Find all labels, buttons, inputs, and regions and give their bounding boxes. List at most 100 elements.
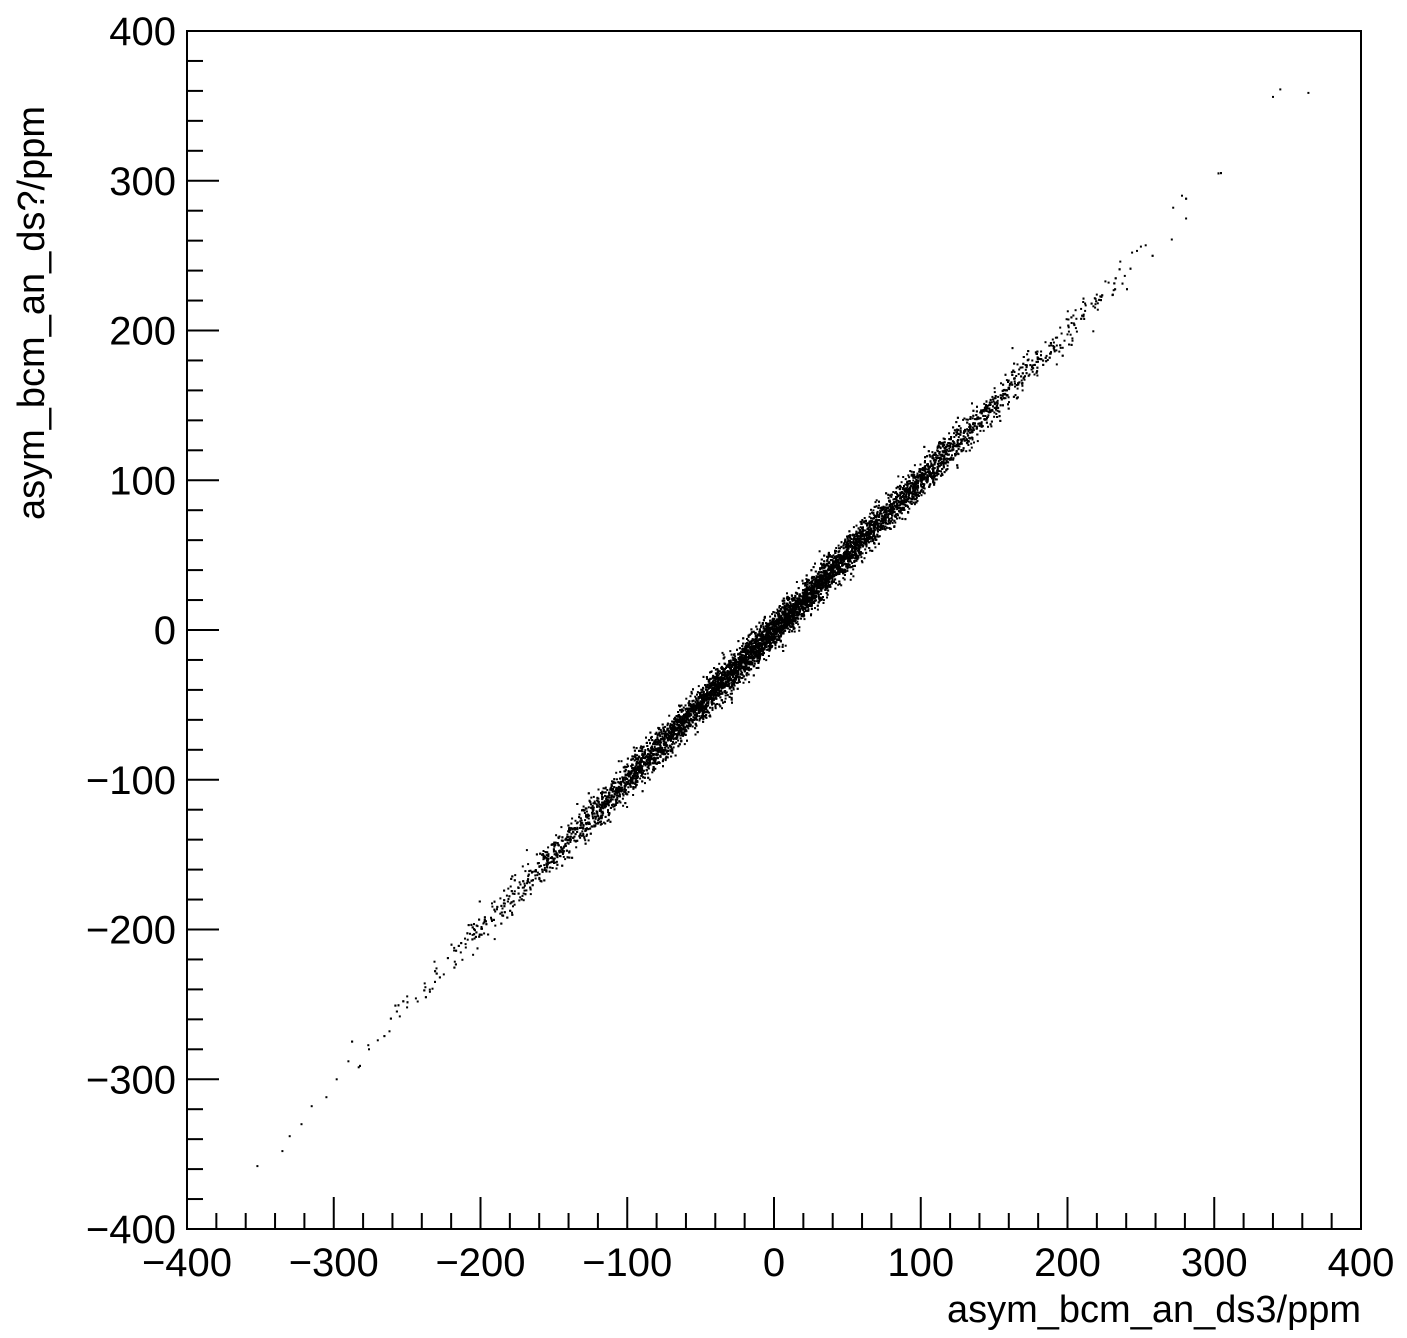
scatter-point [945, 461, 948, 464]
scatter-point [912, 490, 914, 493]
scatter-point [616, 778, 618, 781]
scatter-point [706, 677, 709, 680]
scatter-point [791, 620, 794, 623]
scatter-point [812, 600, 815, 603]
scatter-point [1181, 194, 1183, 197]
scatter-point [991, 395, 994, 398]
scatter-point [946, 464, 949, 467]
scatter-point [985, 418, 988, 421]
scatter-point [1065, 318, 1068, 321]
scatter-point [490, 918, 493, 921]
scatter-point [809, 601, 812, 604]
scatter-point [880, 512, 883, 515]
scatter-point [466, 938, 469, 941]
scatter-point [511, 892, 514, 895]
scatter-point [1082, 313, 1085, 316]
scatter-point [869, 540, 872, 543]
scatter-point [922, 490, 925, 493]
scatter-point [780, 630, 783, 633]
scatter-point [553, 850, 556, 852]
scatter-point [798, 593, 801, 596]
scatter-point [519, 896, 522, 899]
scatter-point [620, 760, 623, 763]
scatter-point [877, 515, 880, 518]
scatter-point [288, 1135, 291, 1138]
scatter-point [476, 925, 479, 928]
scatter-point [534, 874, 537, 877]
scatter-point [617, 790, 620, 793]
scatter-point [971, 417, 974, 420]
scatter-point [582, 832, 585, 835]
scatter-point [765, 631, 768, 634]
scatter-point [753, 662, 756, 665]
scatter-point [602, 812, 605, 815]
scatter-point [592, 806, 595, 809]
scatter-point [722, 679, 725, 682]
scatter-point [947, 450, 950, 453]
scatter-point [849, 578, 852, 581]
scatter-point [914, 476, 917, 479]
scatter-point [626, 806, 629, 808]
scatter-point [598, 803, 601, 806]
scatter-point [849, 534, 852, 537]
scatter-point [966, 428, 969, 431]
scatter-point [714, 678, 717, 681]
scatter-point [692, 699, 695, 702]
scatter-point [1061, 346, 1064, 349]
scatter-point [525, 889, 528, 892]
scatter-point [658, 732, 661, 735]
scatter-point [522, 892, 525, 895]
scatter-point [376, 1039, 379, 1042]
scatter-point [965, 450, 968, 453]
scatter-point [914, 494, 917, 497]
scatter-point [579, 820, 582, 823]
scatter-point [675, 741, 678, 744]
scatter-point [721, 651, 724, 654]
scatter-point [962, 449, 965, 452]
scatter-point [730, 689, 733, 692]
scatter-point [637, 761, 640, 764]
scatter-point [621, 786, 624, 789]
scatter-point [1099, 295, 1102, 298]
scatter-point [990, 401, 993, 404]
scatter-point [1095, 293, 1098, 296]
scatter-point [718, 662, 721, 665]
scatter-point [914, 498, 917, 501]
scatter-point [595, 815, 598, 818]
scatter-point [347, 1060, 350, 1063]
scatter-point [1072, 322, 1075, 325]
scatter-point [887, 496, 890, 499]
scatter-point [856, 558, 859, 561]
scatter-point [593, 800, 596, 803]
scatter-point [644, 773, 647, 776]
scatter-point [431, 987, 434, 990]
scatter-point [990, 425, 993, 428]
scatter-point [1031, 370, 1034, 373]
scatter-point [622, 804, 625, 807]
scatter-point [1066, 333, 1069, 336]
scatter-point [746, 638, 748, 640]
scatter-point [954, 454, 957, 457]
scatter-point [666, 729, 669, 732]
scatter-point [1026, 353, 1029, 356]
scatter-point [1080, 307, 1083, 310]
scatter-point [711, 703, 713, 706]
scatter-point [950, 456, 953, 459]
scatter-point [995, 405, 998, 408]
scatter-point [892, 491, 895, 493]
scatter-point [1022, 376, 1025, 379]
scatter-point [942, 441, 945, 444]
scatter-point [919, 476, 922, 479]
scatter-point [580, 819, 583, 822]
scatter-point [942, 463, 945, 466]
scatter-point [557, 837, 560, 840]
scatter-point [777, 633, 780, 636]
scatter-point [730, 661, 733, 664]
scatter-point [778, 616, 781, 619]
scatter-point [651, 771, 654, 774]
scatter-point [776, 608, 779, 611]
scatter-point [398, 1015, 401, 1018]
scatter-point [908, 482, 911, 485]
scatter-point [861, 552, 864, 555]
scatter-point [736, 681, 739, 684]
